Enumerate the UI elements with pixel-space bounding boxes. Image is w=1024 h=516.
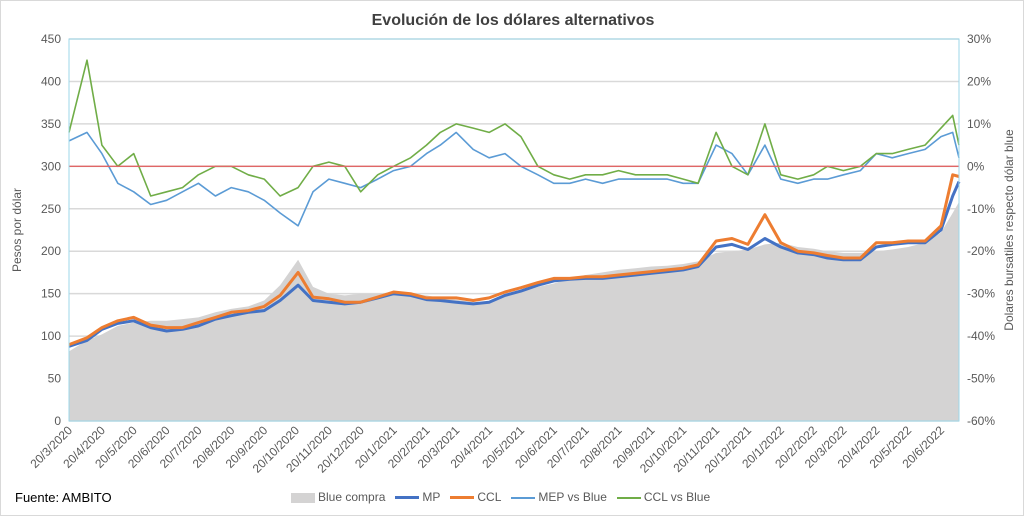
legend-label: CCL vs Blue — [643, 490, 711, 504]
y2-tick-label: -40% — [967, 329, 995, 343]
series-line-ccl — [68, 173, 960, 347]
y-tick-label: 300 — [41, 159, 61, 173]
legend-item: CCL — [450, 490, 501, 504]
y-tick-label: 400 — [41, 74, 61, 88]
y-tick-label: 0 — [54, 414, 61, 428]
legend-item: Blue compra — [291, 490, 385, 504]
y2-tick-label: 0% — [967, 159, 985, 173]
chart-title: Evolución de los dólares alternativos — [372, 12, 655, 29]
y2-tick-label: -10% — [967, 202, 995, 216]
y2-tick-label: 10% — [967, 117, 991, 131]
y-tick-label: 150 — [41, 287, 61, 301]
y2-tick-label: 20% — [967, 74, 991, 88]
legend-item: CCL vs Blue — [616, 490, 711, 504]
y-tick-label: 50 — [48, 372, 62, 386]
legend: Blue compra MP CCL MEP vs Blue CCL vs Blue — [291, 490, 710, 504]
legend-swatch — [616, 496, 641, 499]
series-line-mp — [68, 180, 961, 348]
y-axis-label: Pesos por dólar — [10, 188, 24, 272]
series-line-ccl-vs-blue — [68, 59, 960, 197]
legend-swatch — [511, 496, 536, 499]
legend-label: CCL — [477, 490, 502, 504]
y-tick-label: 450 — [41, 32, 61, 46]
legend-label: Blue compra — [318, 490, 386, 504]
legend-item: MEP vs Blue — [511, 490, 607, 504]
y-tick-label: 250 — [41, 202, 61, 216]
source-note: Fuente: AMBITO — [15, 490, 112, 505]
y2-tick-label: 30% — [967, 32, 991, 46]
legend-item: MP — [395, 490, 440, 504]
legend-label: MEP vs Blue — [538, 490, 607, 504]
legend-swatch — [395, 496, 420, 500]
series-line-mep-vs-blue — [68, 131, 960, 227]
y2-tick-label: -50% — [967, 372, 995, 386]
legend-label: MP — [422, 490, 441, 504]
legend-swatch — [291, 492, 315, 503]
y-tick-label: 100 — [41, 329, 61, 343]
plot-border — [68, 38, 960, 422]
y2-tick-label: -30% — [967, 287, 995, 301]
y-tick-label: 350 — [41, 117, 61, 131]
y2-tick-label: -20% — [967, 244, 995, 258]
y2-tick-label: -60% — [967, 414, 995, 428]
legend-swatch — [450, 496, 475, 500]
y2-axis-label: Dolares bursatiles respecto dólar blue — [1002, 129, 1016, 331]
series-area-blue-compra — [69, 202, 960, 421]
y-tick-label: 200 — [41, 244, 61, 258]
